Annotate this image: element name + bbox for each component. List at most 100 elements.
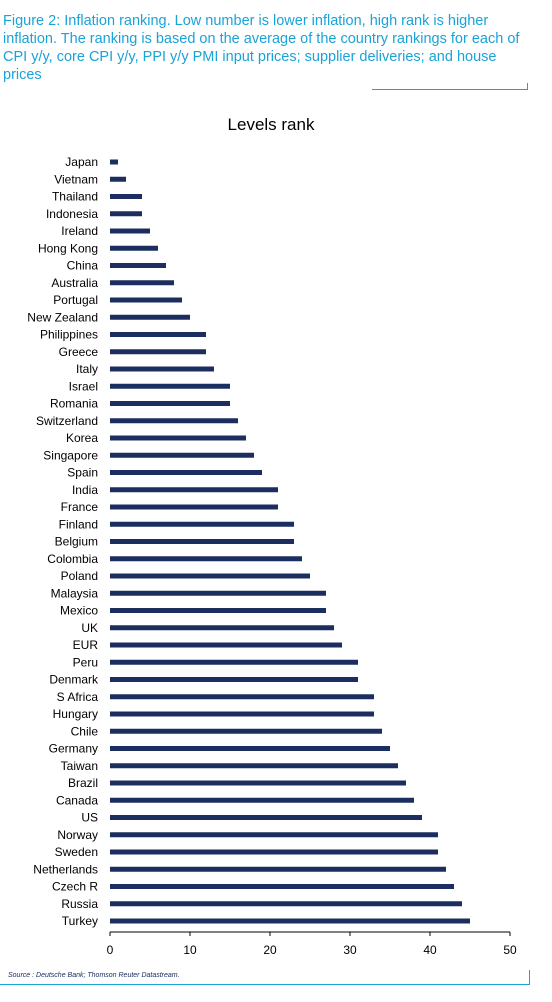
bar-taiwan	[110, 763, 398, 769]
category-label-norway: Norway	[57, 828, 98, 842]
category-label-s-africa: S Africa	[57, 690, 99, 704]
category-label-thailand: Thailand	[52, 190, 98, 204]
bar-hong-kong	[110, 245, 158, 251]
category-label-poland: Poland	[61, 569, 98, 583]
bar-greece	[110, 349, 206, 355]
bar-poland	[110, 573, 310, 579]
bar-uk	[110, 625, 334, 631]
bar-indonesia	[110, 211, 142, 217]
category-label-uk: UK	[81, 621, 98, 635]
category-label-china: China	[67, 259, 99, 273]
bar-russia	[110, 901, 462, 907]
category-label-taiwan: Taiwan	[61, 759, 98, 773]
bar-switzerland	[110, 418, 238, 424]
category-label-sweden: Sweden	[55, 845, 98, 859]
category-label-brazil: Brazil	[68, 776, 98, 790]
x-tick-label: 50	[503, 943, 517, 957]
category-label-australia: Australia	[51, 276, 98, 290]
bar-china	[110, 263, 166, 268]
category-label-colombia: Colombia	[47, 552, 98, 566]
bar-malaysia	[110, 590, 326, 596]
bar-israel	[110, 383, 230, 389]
bar-thailand	[110, 194, 142, 199]
bar-australia	[110, 280, 174, 286]
category-label-peru: Peru	[73, 655, 98, 669]
bar-chile	[110, 728, 382, 734]
category-label-romania: Romania	[50, 397, 98, 411]
caption-divider-vertical	[527, 83, 528, 90]
bar-romania	[110, 401, 230, 406]
category-label-us: US	[81, 811, 98, 825]
category-label-india: India	[72, 483, 98, 497]
bar-s-africa	[110, 694, 374, 700]
x-tick-label: 40	[423, 943, 437, 957]
bar-czech-r	[110, 884, 454, 889]
bar-netherlands	[110, 866, 446, 872]
bar-belgium	[110, 539, 294, 544]
caption-divider	[372, 89, 528, 90]
bar-germany	[110, 746, 390, 751]
levels-rank-chart: Levels rank Japan Vietnam Thailand Indonesi…	[27, 115, 517, 957]
category-label-malaysia: Malaysia	[51, 586, 99, 600]
bar-hungary	[110, 711, 374, 717]
bar-colombia	[110, 556, 302, 562]
bar-singapore	[110, 452, 254, 458]
category-label-hong-kong: Hong Kong	[38, 241, 98, 255]
category-label-chile: Chile	[71, 724, 99, 738]
category-label-philippines: Philippines	[40, 328, 98, 342]
source-note: Source : Deutsche Bank; Thomson Reuter D…	[8, 972, 180, 979]
bar-mexico	[110, 608, 326, 613]
bar-denmark	[110, 677, 358, 682]
bar-india	[110, 487, 278, 493]
bar-portugal	[110, 297, 182, 303]
category-label-eur: EUR	[73, 638, 99, 652]
category-label-denmark: Denmark	[49, 673, 99, 687]
category-label-vietnam: Vietnam	[54, 172, 98, 186]
x-axis-ticks: 0 10 20 30 40 50	[107, 932, 517, 957]
bar-france	[110, 504, 278, 510]
x-tick-label: 20	[263, 943, 277, 957]
x-tick-label: 10	[183, 943, 197, 957]
bar-turkey	[110, 918, 470, 924]
bar-japan	[110, 159, 118, 165]
category-label-netherlands: Netherlands	[33, 862, 98, 876]
category-label-korea: Korea	[66, 431, 98, 445]
footer-divider-vertical	[529, 970, 530, 985]
category-label-japan: Japan	[65, 155, 98, 169]
category-label-new-zealand: New Zealand	[27, 310, 98, 324]
footer-divider	[0, 984, 530, 985]
category-label-turkey: Turkey	[62, 914, 98, 928]
bar-us	[110, 815, 422, 820]
bar-spain	[110, 470, 262, 475]
category-label-hungary: Hungary	[53, 707, 98, 721]
category-label-russia: Russia	[61, 897, 98, 911]
bar-vietnam	[110, 176, 126, 182]
category-label-ireland: Ireland	[61, 224, 98, 238]
bar-italy	[110, 366, 214, 372]
category-label-canada: Canada	[56, 793, 98, 807]
x-tick-label: 0	[107, 943, 114, 957]
figure-caption: Figure 2: Inflation ranking. Low number …	[3, 13, 520, 83]
bar-korea	[110, 435, 246, 441]
chart-title: Levels rank	[228, 115, 315, 134]
bar-norway	[110, 832, 438, 838]
bar-eur	[110, 642, 342, 648]
category-label-israel: Israel	[69, 379, 98, 393]
category-label-germany: Germany	[49, 742, 98, 756]
category-label-switzerland: Switzerland	[36, 414, 98, 428]
category-label-spain: Spain	[67, 466, 98, 480]
bar-peru	[110, 659, 358, 665]
bar-new-zealand	[110, 314, 190, 320]
bar-canada	[110, 797, 414, 803]
bar-ireland	[110, 228, 150, 234]
bar-philippines	[110, 332, 206, 337]
category-label-indonesia: Indonesia	[46, 207, 98, 221]
category-label-belgium: Belgium	[55, 535, 98, 549]
category-label-france: France	[61, 500, 99, 514]
category-label-finland: Finland	[59, 517, 98, 531]
bar-brazil	[110, 780, 406, 786]
bar-sweden	[110, 849, 438, 855]
x-tick-label: 30	[343, 943, 357, 957]
category-label-portugal: Portugal	[53, 293, 98, 307]
category-label-italy: Italy	[76, 362, 98, 376]
